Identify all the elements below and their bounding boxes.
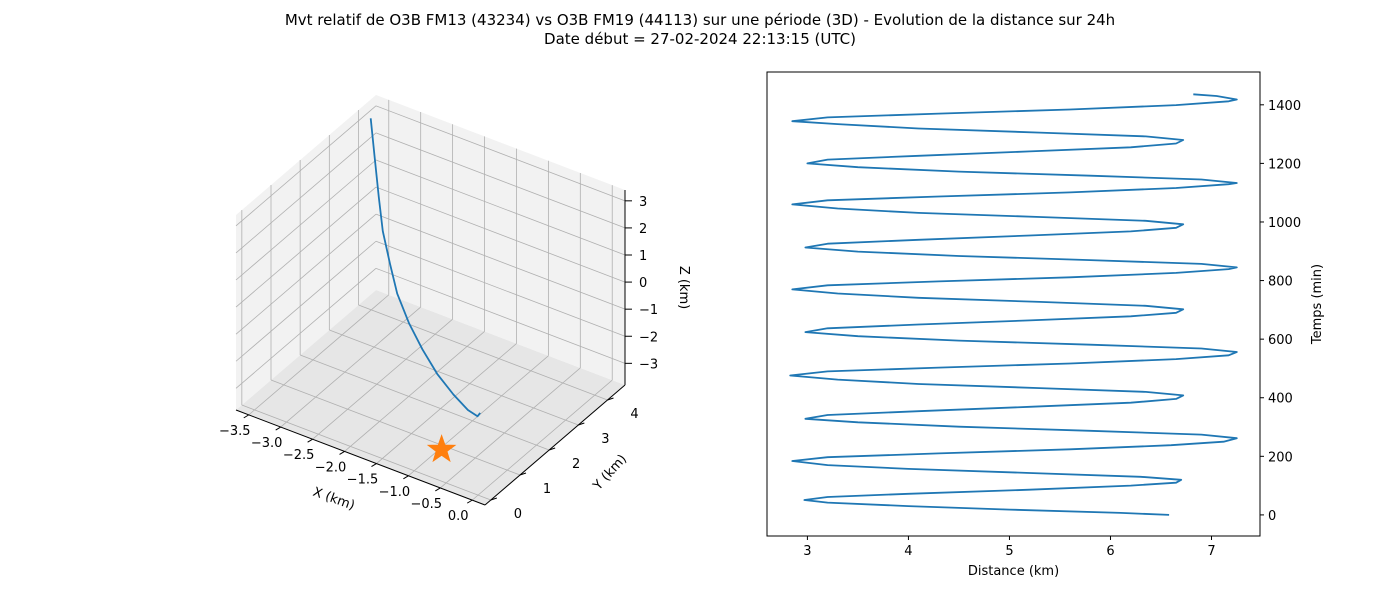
x-tick-label: −2.5 bbox=[283, 448, 315, 463]
y-tick-label: 800 bbox=[1268, 275, 1293, 290]
z-gridline bbox=[235, 213, 377, 335]
y-axis-line bbox=[484, 384, 626, 506]
y-gridline bbox=[358, 304, 608, 401]
x-tick-label: 3 bbox=[803, 544, 811, 559]
z-gridline bbox=[235, 159, 377, 281]
x-gridline bbox=[376, 343, 517, 464]
y-tick-label: 2 bbox=[572, 457, 580, 472]
y-tick-label: 0 bbox=[514, 507, 522, 522]
plot-frame bbox=[766, 71, 1261, 537]
x-tick-label: 5 bbox=[1005, 544, 1013, 559]
z-tick-label: −2 bbox=[639, 330, 658, 345]
z-axis-label: Z (km) bbox=[676, 266, 691, 309]
y-gridline bbox=[300, 354, 550, 451]
x-tick-label: −1.5 bbox=[347, 473, 379, 488]
z-tick-label: 1 bbox=[639, 249, 647, 264]
y-tick-label: 600 bbox=[1268, 333, 1293, 348]
y-tick-label: 0 bbox=[1268, 509, 1276, 524]
z-tick-label: 2 bbox=[639, 222, 647, 237]
z-tick-label: −1 bbox=[639, 303, 658, 318]
y-gridline bbox=[241, 404, 491, 501]
x-axis-label: X (km) bbox=[311, 485, 357, 514]
z-gridline bbox=[375, 213, 626, 310]
z-gridline bbox=[375, 159, 626, 256]
x-tick-label: −1.0 bbox=[379, 485, 411, 500]
trajectory-line bbox=[369, 118, 481, 418]
y-tick-mark bbox=[578, 422, 585, 426]
z-gridline bbox=[375, 240, 626, 337]
z-tick-label: 0 bbox=[639, 276, 647, 291]
y-tick-mark bbox=[607, 397, 614, 401]
z-tick-label: 3 bbox=[639, 195, 647, 210]
distance-series-line bbox=[789, 93, 1238, 516]
x-gridline bbox=[280, 306, 421, 428]
y-tick-label: 1400 bbox=[1268, 99, 1301, 114]
y-tick-mark bbox=[549, 447, 556, 451]
y-axis-label: Y (km) bbox=[590, 452, 630, 494]
x-tick-label: 4 bbox=[904, 544, 912, 559]
y-axis-label: Temps (min) bbox=[1310, 264, 1325, 345]
z-gridline bbox=[375, 132, 626, 229]
x-tick-mark bbox=[275, 426, 281, 431]
y-tick-label: 1000 bbox=[1268, 216, 1301, 231]
z-gridline bbox=[235, 268, 377, 389]
x-gridline bbox=[471, 379, 613, 501]
trajectory-3d-chart: −3.5−3.0−2.5−2.0−1.5−1.0−0.5 0.0 0 1 2 3 4 −3 −2… bbox=[219, 95, 691, 524]
figure-title-line2: Date début = 27-02-2024 22:13:15 (UTC) bbox=[544, 30, 856, 48]
x-tick-mark bbox=[466, 499, 473, 504]
x-tick-label: −3.0 bbox=[251, 436, 283, 451]
x-gridline bbox=[440, 367, 581, 489]
y-tick-label: 3 bbox=[601, 432, 609, 447]
z-gridline bbox=[375, 267, 626, 364]
x-tick-mark bbox=[435, 487, 441, 492]
x-axis-line bbox=[235, 409, 486, 506]
floor-pane bbox=[236, 290, 625, 505]
x-tick-label: −3.5 bbox=[219, 424, 251, 439]
z-gridline bbox=[235, 240, 377, 362]
distance-time-chart: 3 4 5 6 7 0 200 400 600 800 1000 1200 1400 Distance (… bbox=[766, 71, 1325, 579]
z-tick-label: −3 bbox=[639, 357, 658, 372]
y-gridline bbox=[329, 329, 579, 426]
x-tick-mark bbox=[307, 438, 313, 443]
figure-title-line1: Mvt relatif de O3B FM13 (43234) vs O3B F… bbox=[285, 11, 1115, 29]
z-gridline bbox=[235, 105, 377, 227]
y-tick-label: 4 bbox=[630, 407, 638, 422]
y-gridline bbox=[270, 379, 521, 476]
x-tick-label: 7 bbox=[1207, 544, 1215, 559]
z-gridline bbox=[375, 186, 626, 283]
z-gridline bbox=[375, 105, 626, 202]
plot-area bbox=[767, 72, 1260, 536]
y-tick-mark bbox=[490, 497, 497, 501]
x-tick-mark bbox=[403, 475, 409, 480]
x-gridline bbox=[344, 331, 485, 452]
x-tick-mark bbox=[243, 414, 250, 419]
x-gridline bbox=[248, 294, 390, 416]
x-tick-mark bbox=[371, 463, 377, 468]
x-tick-label: 6 bbox=[1106, 544, 1114, 559]
y-tick-label: 1200 bbox=[1268, 157, 1301, 172]
x-gridline bbox=[312, 318, 453, 440]
y-tick-mark bbox=[519, 472, 527, 476]
x-tick-label: −0.5 bbox=[411, 497, 443, 512]
z-gridline bbox=[235, 186, 377, 308]
y-tick-label: 1 bbox=[543, 482, 551, 497]
x-axis-label: Distance (km) bbox=[968, 564, 1059, 579]
x-tick-mark bbox=[339, 450, 345, 455]
y-tick-label: 400 bbox=[1268, 392, 1293, 407]
origin-star-marker bbox=[426, 434, 457, 463]
x-tick-label: −2.0 bbox=[315, 460, 347, 475]
z-gridline bbox=[235, 132, 377, 254]
x-tick-label: 0.0 bbox=[448, 509, 469, 524]
y-tick-label: 200 bbox=[1268, 450, 1293, 465]
